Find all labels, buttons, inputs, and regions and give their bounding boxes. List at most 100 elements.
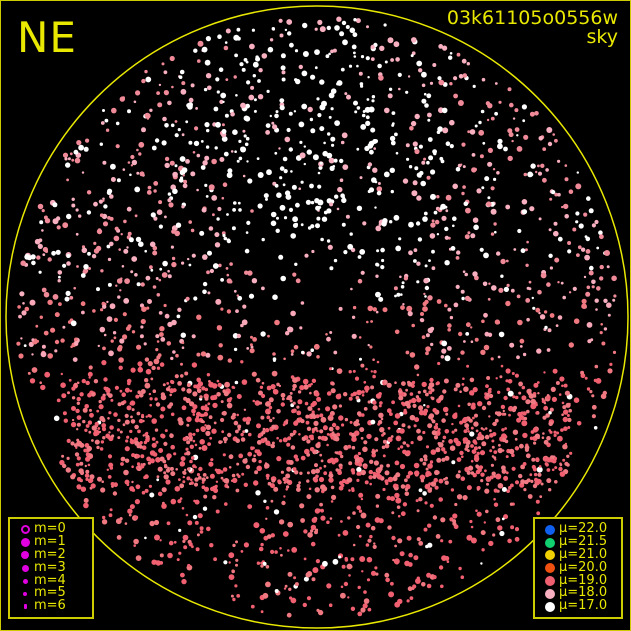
star-marker [258,546,264,552]
star-marker [84,428,88,432]
star-marker [232,333,239,339]
star-marker [314,463,318,468]
star-marker [152,285,157,289]
sky-brightness-legend-label: μ=18.0 [559,585,608,601]
star-marker [406,474,411,479]
star-marker [214,242,221,248]
star-marker [240,102,246,109]
star-marker [487,147,493,153]
star-marker [185,513,189,517]
star-marker [222,453,226,457]
star-marker [146,437,150,441]
star-marker [180,88,187,95]
star-marker [486,376,491,380]
star-marker [81,378,87,384]
star-marker [315,223,320,229]
star-marker [194,499,200,505]
star-marker [412,584,417,589]
star-marker [248,293,255,299]
star-marker [329,266,334,271]
star-marker [305,199,311,205]
star-marker [159,362,165,367]
star-marker [418,405,424,411]
star-marker [265,565,270,569]
star-marker [536,511,541,516]
star-marker [41,287,47,293]
star-marker [62,222,69,229]
star-marker [437,428,441,431]
star-marker [440,517,446,523]
star-marker [134,515,139,520]
star-marker [71,406,76,411]
star-marker [156,475,160,479]
star-marker [535,170,538,174]
star-marker [428,482,432,486]
star-marker [204,486,209,492]
star-marker [530,403,537,410]
star-marker [169,466,174,471]
star-marker [267,334,270,338]
star-marker [382,218,388,224]
star-marker [365,522,371,528]
star-marker [386,383,391,388]
star-marker [189,444,194,449]
star-marker [130,415,133,419]
star-marker [245,464,251,470]
star-marker [601,341,606,346]
star-marker [333,158,338,163]
star-marker [304,401,309,406]
star-marker [603,298,608,303]
star-marker [138,152,142,156]
star-marker [476,488,480,491]
star-marker [76,396,81,402]
star-marker [361,390,365,394]
star-marker [279,204,286,211]
star-marker [356,411,362,416]
star-marker [247,270,253,276]
star-marker [144,249,147,253]
star-marker [546,468,551,472]
star-marker [271,370,278,377]
star-marker [511,372,515,375]
star-marker [262,592,269,599]
star-marker [221,129,227,134]
star-marker [397,447,401,451]
star-marker [469,377,475,383]
star-marker [586,322,593,328]
star-marker [365,56,370,61]
star-marker [449,52,453,55]
sky-brightness-legend-row: μ=19.0 [541,574,615,588]
star-marker [600,323,603,326]
star-marker [488,282,491,285]
star-marker [156,91,161,95]
star-marker [448,439,453,444]
star-marker [205,424,212,430]
star-marker [243,134,247,138]
star-marker [183,179,188,184]
star-marker [181,205,185,209]
star-marker [437,361,441,366]
star-marker [145,76,152,83]
star-marker [497,483,504,489]
star-marker [595,308,598,311]
star-marker [472,387,478,393]
star-marker [341,222,346,227]
star-marker [161,140,167,146]
star-marker [115,284,118,287]
star-marker [266,89,270,93]
star-marker [362,110,366,113]
star-marker [106,316,113,322]
star-marker [265,517,268,520]
star-marker [69,295,74,300]
star-marker [62,411,67,416]
star-marker [549,313,555,318]
star-marker [407,586,413,592]
star-marker [78,468,84,474]
star-marker [193,296,198,301]
star-marker [139,334,144,339]
star-marker [356,478,360,482]
star-marker [129,486,135,492]
star-marker [390,581,394,586]
star-marker [356,389,362,396]
star-marker [398,237,402,241]
